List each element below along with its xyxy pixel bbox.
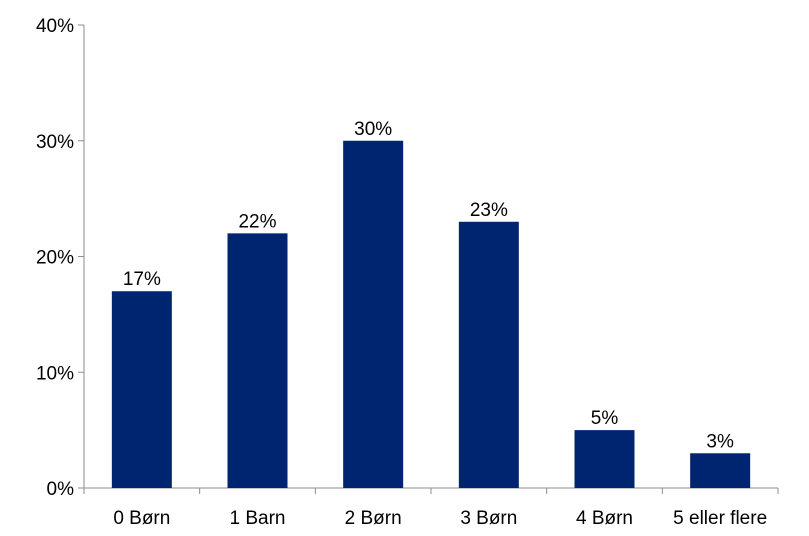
bars bbox=[111, 140, 751, 488]
data-label: 17% bbox=[123, 269, 161, 290]
bar bbox=[343, 140, 404, 488]
data-label: 22% bbox=[238, 211, 276, 232]
bar bbox=[574, 430, 635, 488]
data-label: 23% bbox=[470, 200, 508, 221]
x-axis: 0 Børn 1 Barn 2 Børn 3 Børn 4 Børn 5 eller fl… bbox=[83, 487, 779, 529]
x-tick-label: 3 Børn bbox=[460, 508, 517, 529]
y-tick-label: 20% bbox=[36, 248, 74, 269]
y-tick-label: 10% bbox=[36, 363, 74, 384]
value-labels: 17% 22% 30% 23% 5% 3% bbox=[123, 119, 734, 453]
bar bbox=[111, 291, 172, 488]
y-tick-label: 0% bbox=[47, 479, 75, 500]
x-tick-label: 4 Børn bbox=[576, 508, 633, 529]
data-label: 5% bbox=[591, 408, 619, 429]
data-label: 3% bbox=[706, 431, 734, 452]
data-label: 30% bbox=[354, 119, 392, 140]
y-tick-label: 40% bbox=[36, 16, 74, 37]
y-tick-label: 30% bbox=[36, 132, 74, 153]
x-tick-label: 1 Barn bbox=[230, 508, 286, 529]
y-axis: 0% 10% 20% 30% 40% bbox=[36, 16, 85, 500]
x-tick-label: 2 Børn bbox=[345, 508, 402, 529]
bar bbox=[227, 233, 288, 488]
bar bbox=[458, 221, 519, 488]
x-tick-label: 5 eller flere bbox=[673, 508, 767, 529]
x-tick-label: 0 Børn bbox=[113, 508, 170, 529]
bar bbox=[690, 453, 751, 488]
